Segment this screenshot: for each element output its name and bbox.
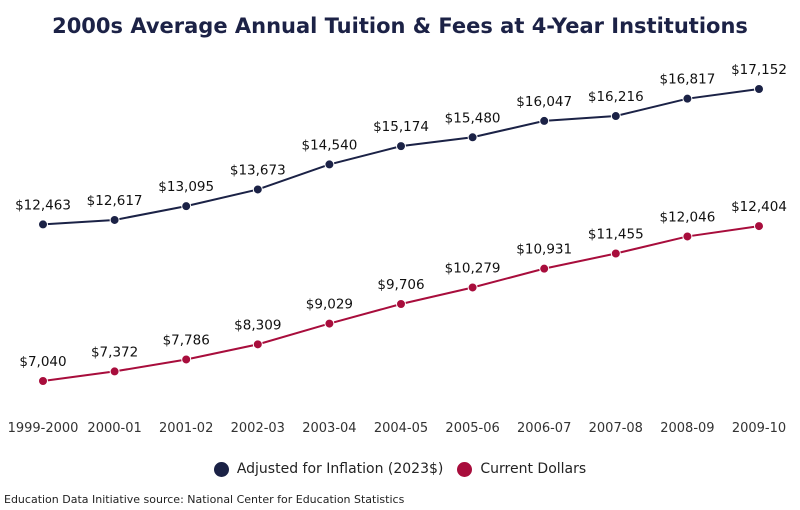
data-point[interactable] xyxy=(324,159,335,170)
data-point[interactable] xyxy=(38,376,48,386)
data-label: $8,309 xyxy=(234,317,281,333)
data-point[interactable] xyxy=(109,366,120,377)
data-point[interactable] xyxy=(682,231,693,242)
chart-title: 2000s Average Annual Tuition & Fees at 4… xyxy=(52,14,748,38)
x-tick-label: 2002-03 xyxy=(231,421,285,436)
data-point[interactable] xyxy=(38,219,48,230)
data-point[interactable] xyxy=(754,84,764,94)
data-point[interactable] xyxy=(252,339,263,350)
x-tick-label: 2005-06 xyxy=(445,421,499,436)
data-label: $15,174 xyxy=(373,119,429,135)
source-note: Education Data Initiative source: Nation… xyxy=(4,493,405,506)
data-point[interactable] xyxy=(181,354,192,365)
data-label: $12,404 xyxy=(731,199,787,215)
x-tick-label: 2003-04 xyxy=(302,421,356,436)
data-point[interactable] xyxy=(539,263,550,274)
data-label: $13,095 xyxy=(158,179,214,195)
data-label: $16,216 xyxy=(588,89,644,105)
data-point[interactable] xyxy=(396,299,406,310)
data-label: $9,029 xyxy=(306,297,353,313)
data-label: $13,673 xyxy=(230,162,286,178)
x-tick-label: 2008-09 xyxy=(660,421,714,436)
data-point[interactable] xyxy=(754,221,764,232)
data-label: $12,617 xyxy=(87,193,143,209)
x-tick-label: 2007-08 xyxy=(589,421,643,436)
x-tick-label: 2009-10 xyxy=(732,421,786,436)
data-label: $12,463 xyxy=(15,197,71,213)
data-label: $15,480 xyxy=(445,110,501,126)
data-label: $11,455 xyxy=(588,227,644,243)
data-point[interactable] xyxy=(682,93,693,104)
data-label: $7,372 xyxy=(91,344,138,360)
data-label: $10,931 xyxy=(516,242,572,258)
data-label: $7,786 xyxy=(163,332,210,348)
x-tick-label: 2000-01 xyxy=(87,421,141,436)
legend-marker-icon xyxy=(457,461,473,477)
data-point[interactable] xyxy=(539,115,550,126)
data-label: $16,047 xyxy=(516,94,572,110)
series-line xyxy=(42,88,760,226)
data-label: $10,279 xyxy=(445,260,501,276)
legend: Adjusted for Inflation (2023$) Current D… xyxy=(0,461,800,477)
legend-label: Current Dollars xyxy=(480,461,587,477)
data-label: $7,040 xyxy=(19,354,66,370)
data-point[interactable] xyxy=(181,201,192,212)
data-label: $9,706 xyxy=(377,277,424,293)
data-point[interactable] xyxy=(467,132,478,143)
data-point[interactable] xyxy=(324,318,335,329)
data-point[interactable] xyxy=(467,282,478,293)
data-point[interactable] xyxy=(109,214,120,225)
data-point[interactable] xyxy=(252,184,263,195)
data-point[interactable] xyxy=(610,111,621,122)
x-tick-label: 1999-2000 xyxy=(8,421,79,436)
data-label: $17,152 xyxy=(731,62,787,78)
legend-label: Adjusted for Inflation (2023$) xyxy=(236,461,444,477)
data-label: $14,540 xyxy=(301,137,357,153)
legend-marker-icon xyxy=(213,461,229,477)
data-point[interactable] xyxy=(396,141,406,152)
data-label: $16,817 xyxy=(659,72,715,88)
data-point[interactable] xyxy=(610,248,621,259)
data-label: $12,046 xyxy=(659,209,715,225)
x-tick-label: 2001-02 xyxy=(159,421,213,436)
legend-item-current-dollars[interactable]: Current Dollars xyxy=(457,461,586,477)
x-tick-label: 2004-05 xyxy=(374,421,428,436)
x-tick-label: 2006-07 xyxy=(517,421,571,436)
legend-item-inflation-adjusted[interactable]: Adjusted for Inflation (2023$) xyxy=(213,461,444,477)
